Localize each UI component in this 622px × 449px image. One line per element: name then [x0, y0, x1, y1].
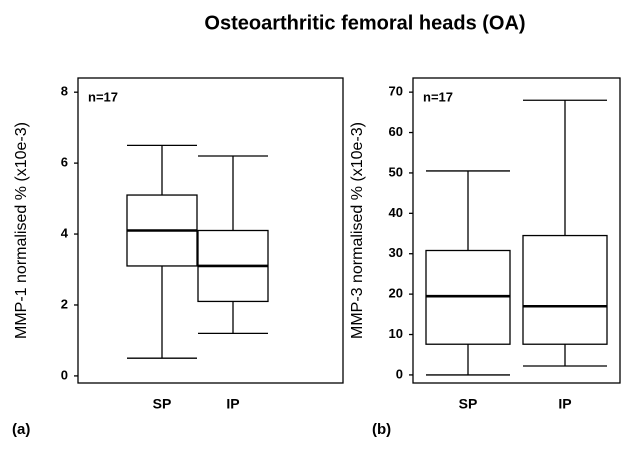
annotation: n=17 [423, 89, 453, 104]
y-tick-label: 40 [389, 205, 403, 220]
y-tick-label: 20 [389, 286, 403, 301]
y-tick-label: 4 [61, 225, 69, 240]
annotation: n=17 [88, 89, 118, 104]
panel-label: (b) [372, 421, 391, 438]
x-tick-label: IP [558, 396, 571, 412]
plot-frame [77, 77, 344, 384]
y-tick-label: 0 [396, 366, 403, 381]
y-tick-label: 50 [389, 164, 403, 179]
figure-title: Osteoarthritic femoral heads (OA) [204, 12, 525, 34]
x-tick-label: IP [226, 396, 239, 412]
y-tick-label: 6 [61, 155, 68, 170]
y-tick-label: 30 [389, 245, 403, 260]
y-axis-label: MMP-1 normalised % (x10e-3) [13, 122, 30, 339]
y-tick-label: 2 [61, 296, 68, 311]
y-axis-label: MMP-3 normalised % (x10e-3) [349, 122, 366, 339]
y-tick-label: 10 [389, 326, 403, 341]
y-tick-label: 70 [389, 84, 403, 99]
x-tick-label: SP [459, 396, 478, 412]
box [522, 234, 608, 345]
y-tick-label: 8 [61, 84, 68, 99]
panel-label: (a) [12, 421, 30, 438]
plot-frame [412, 77, 621, 384]
x-tick-label: SP [153, 396, 172, 412]
y-tick-label: 60 [389, 124, 403, 139]
y-tick-label: 0 [61, 367, 68, 382]
